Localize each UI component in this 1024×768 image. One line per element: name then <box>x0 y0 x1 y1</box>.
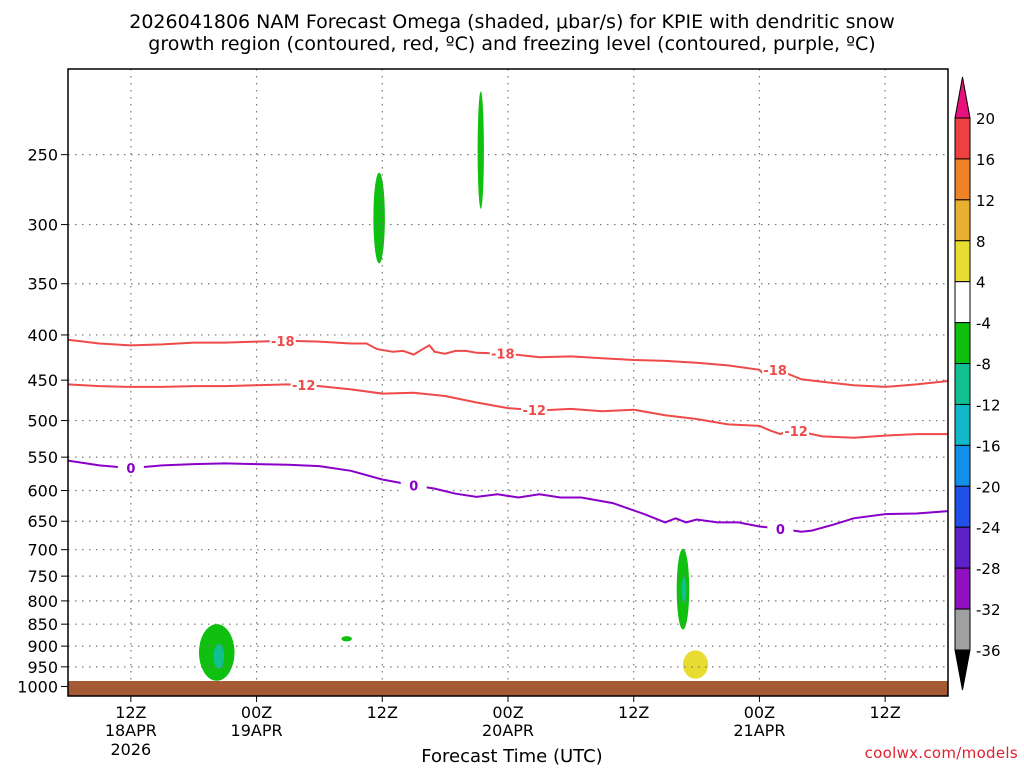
x-tick-year-6: 2026 <box>110 740 151 759</box>
omega-upper-250 <box>477 91 484 209</box>
omega-inner-770 <box>681 577 687 604</box>
x-tick-label-78: 12Z <box>869 703 900 722</box>
contour-label-m18-2: -18 <box>763 364 787 379</box>
colorbar-box-7 <box>954 403 971 446</box>
colorbar-label-m32: -32 <box>976 601 1001 619</box>
colorbar-label-m4: -4 <box>976 315 991 333</box>
ground-fill <box>68 681 948 696</box>
contour-label-bg <box>290 377 317 393</box>
y-tick-label-900: 900 <box>27 637 58 656</box>
colorbar-box-4 <box>954 281 971 324</box>
colorbar-box-11 <box>954 567 971 610</box>
x-tick-label-66: 00Z <box>744 703 775 722</box>
colorbar-box-1 <box>954 158 971 201</box>
contour-label-bg <box>783 422 810 438</box>
omega-inner-lower-left <box>213 643 225 669</box>
y-tick-label-850: 850 <box>27 615 58 634</box>
omega-shading-layer <box>198 91 709 681</box>
colorbar-box-8 <box>954 444 971 487</box>
site-credit: coolwx.com/models <box>864 744 1018 762</box>
colorbar-label-4: 4 <box>976 274 986 292</box>
contour-0 <box>67 459 949 533</box>
y-tick-label-950: 950 <box>27 658 58 677</box>
x-tick-label-6: 12Z <box>115 703 146 722</box>
y-tick-label-750: 750 <box>27 567 58 586</box>
contour-label-bg <box>400 477 427 493</box>
colorbar-box-2 <box>954 199 971 242</box>
contour-label-bg <box>767 520 794 536</box>
contour-label-bg <box>762 362 789 378</box>
y-tick-label-350: 350 <box>27 275 58 294</box>
x-tick-label-54: 12Z <box>618 703 649 722</box>
colorbar-box-3 <box>954 240 971 283</box>
x-tick-date-42: 20APR <box>482 721 534 740</box>
colorbar-label-m24: -24 <box>976 519 1001 537</box>
colorbar-label-m36: -36 <box>976 642 1001 660</box>
y-tick-label-450: 450 <box>27 371 58 390</box>
y-tick-label-600: 600 <box>27 482 58 501</box>
x-tick-label-30: 12Z <box>367 703 398 722</box>
omega-upper-300 <box>373 172 385 264</box>
colorbar-label-20: 20 <box>976 110 995 128</box>
grid-lines <box>68 69 948 696</box>
x-tick-date-18: 19APR <box>231 721 283 740</box>
colorbar-box-6 <box>954 363 971 405</box>
colorbar-label-m16: -16 <box>976 437 1001 455</box>
colorbar-bottom-arrow <box>954 649 971 691</box>
contour-label-m12-0: -12 <box>292 379 316 394</box>
contour-label-bg <box>117 460 144 476</box>
colorbar-box-9 <box>954 485 971 528</box>
chart-title-line2: growth region (contoured, red, ºC) and f… <box>148 33 876 55</box>
omega-small-speck <box>341 636 352 642</box>
temperature-contours: -18 -18 -18 -12 -12 -12 0 0 0 <box>67 332 949 538</box>
x-tick-date-66: 21APR <box>733 721 785 740</box>
colorbar-box-10 <box>954 526 971 569</box>
contour-label-m12-1: -12 <box>522 404 546 419</box>
x-tick-label-42: 00Z <box>492 703 523 722</box>
colorbar-box-5 <box>954 322 971 365</box>
colorbar-label-m12: -12 <box>976 396 1001 414</box>
y-tick-label-500: 500 <box>27 412 58 431</box>
y-tick-label-650: 650 <box>27 512 58 531</box>
x-tick-date-6: 18APR <box>105 721 157 740</box>
y-tick-label-800: 800 <box>27 592 58 611</box>
y-tick-label-550: 550 <box>27 448 58 467</box>
contour-label-m18-1: -18 <box>491 348 515 363</box>
colorbar-label-m8: -8 <box>976 356 991 374</box>
contour-label-0-1: 0 <box>409 479 418 494</box>
x-tick-label-18: 00Z <box>241 703 272 722</box>
y-axis-ticks: 250 300 350 400 450 500 550 600 650 700 750 800 850 9… <box>17 146 68 697</box>
colorbar-box-12 <box>954 608 971 651</box>
colorbar-label-16: 16 <box>976 151 995 169</box>
contour-label-0-2: 0 <box>776 523 785 538</box>
chart-title-line1: 2026041806 NAM Forecast Omega (shaded, μ… <box>129 11 895 33</box>
contour-label-m12-2: -12 <box>784 425 808 440</box>
x-axis-label: Forecast Time (UTC) <box>421 746 603 767</box>
colorbar-label-8: 8 <box>976 233 986 251</box>
colorbar: 20 16 12 8 4 -4 -8 -12 -16 -20 -24 -28 -32 -36 <box>954 76 1001 691</box>
contour-label-bg <box>489 345 516 361</box>
y-tick-label-300: 300 <box>27 216 58 235</box>
y-tick-label-400: 400 <box>27 326 58 345</box>
y-tick-label-1000: 1000 <box>17 678 58 697</box>
colorbar-label-12: 12 <box>976 192 995 210</box>
colorbar-box-0 <box>954 117 971 160</box>
contour-label-bg <box>521 402 548 418</box>
colorbar-label-m28: -28 <box>976 560 1001 578</box>
y-tick-label-250: 250 <box>27 146 58 165</box>
colorbar-label-m20: -20 <box>976 478 1001 496</box>
contour-label-0-0: 0 <box>126 462 135 477</box>
y-tick-label-700: 700 <box>27 541 58 560</box>
colorbar-top-arrow <box>954 76 971 119</box>
omega-positive-950 <box>682 650 709 679</box>
contour-label-bg <box>269 332 296 348</box>
contour-label-m18-0: -18 <box>271 335 295 350</box>
